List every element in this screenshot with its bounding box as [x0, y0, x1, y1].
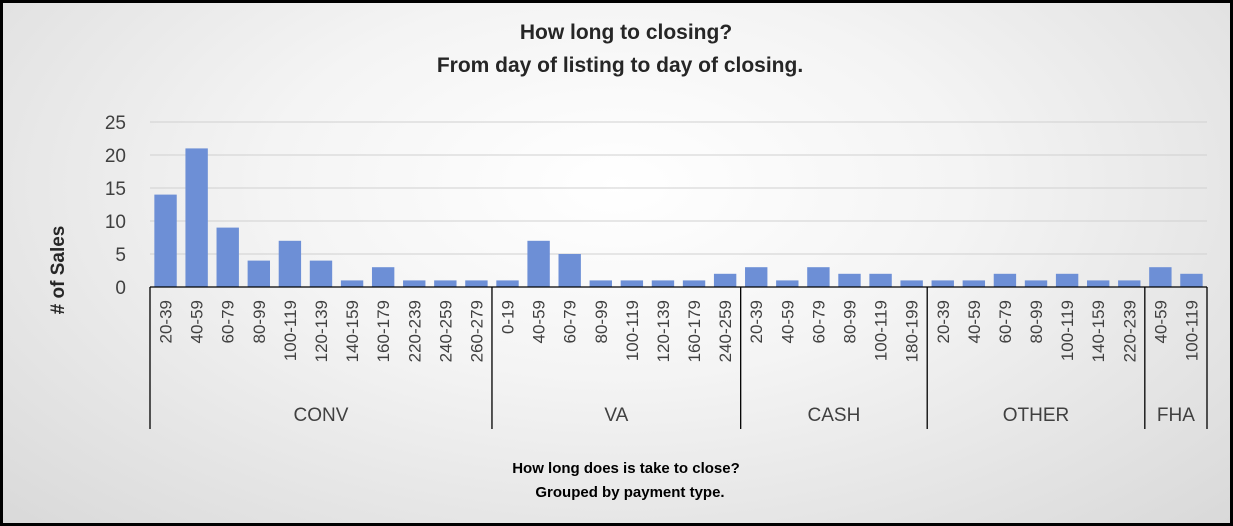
bar: [154, 194, 177, 287]
bar: [1086, 280, 1110, 287]
x-axis-title-line-2: Grouped by payment type.: [535, 484, 724, 501]
x-tick-label: 220-239: [405, 300, 424, 362]
x-tick-label: 100-119: [623, 300, 642, 361]
x-tick-label: 120-139: [312, 300, 331, 362]
bar: [713, 273, 737, 287]
bar: [651, 280, 675, 287]
bar: [278, 240, 302, 287]
x-axis: 20-39 40-59 60-79 80-99 100-119 120-139 140-15…: [149, 286, 1208, 429]
bar: [1180, 273, 1203, 287]
x-tick-label: 60-79: [996, 300, 1015, 343]
chart-title-line-1: How long to closing?: [520, 21, 732, 44]
chart-title-line-2: From day of listing to day of closing.: [437, 54, 803, 77]
bar: [185, 148, 208, 287]
bar: [434, 280, 457, 287]
bar: [1149, 267, 1172, 287]
y-tick-label: 10: [105, 212, 126, 233]
bar: [527, 240, 550, 287]
x-tick-label: 140-159: [1089, 300, 1108, 362]
x-tick-label: 20-39: [157, 300, 176, 343]
x-axis-title: How long does is take to close? Grouped …: [512, 460, 740, 501]
group-label: VA: [604, 405, 628, 426]
bar: [247, 260, 271, 287]
bar: [589, 280, 612, 287]
bar: [309, 260, 333, 287]
x-tick-label: 160-179: [374, 300, 393, 362]
bar: [371, 267, 395, 287]
x-tick-label: 140-159: [343, 300, 362, 362]
bar: [558, 254, 581, 287]
bar: [900, 280, 923, 287]
bars: [154, 148, 1203, 287]
bar: [807, 267, 830, 287]
bar: [869, 273, 892, 287]
bar: [496, 280, 519, 287]
x-tick-label: 100-119: [1058, 300, 1077, 361]
y-tick-label: 20: [105, 146, 126, 167]
x-tick-label: 40-59: [1151, 300, 1170, 343]
x-tick-label: 60-79: [561, 300, 580, 343]
gridlines: [150, 121, 1207, 255]
x-tick-label: 240-259: [716, 300, 735, 362]
x-tick-label: 60-79: [809, 300, 828, 343]
x-tick-label: 20-39: [747, 300, 766, 343]
x-tick-label: 260-279: [467, 300, 486, 362]
group-label: FHA: [1157, 405, 1195, 426]
x-tick-label: 80-99: [250, 300, 269, 343]
x-tick-label: 160-179: [685, 300, 704, 362]
x-tick-label: 80-99: [840, 300, 859, 343]
group-label: CONV: [294, 405, 349, 426]
y-axis-ticks: 0 5 10 15 20 25: [105, 113, 126, 299]
x-tick-label: 100-119: [1182, 300, 1201, 361]
y-tick-label: 0: [115, 278, 126, 299]
bar-chart: How long to closing? From day of listing…: [48, 21, 1208, 501]
x-tick-label: 80-99: [592, 300, 611, 343]
bar: [340, 280, 364, 287]
x-tick-label: 180-199: [903, 300, 922, 362]
bar: [993, 273, 1017, 287]
bar: [403, 280, 426, 287]
x-tick-label: 240-259: [436, 300, 455, 362]
x-tick-label: 120-139: [654, 300, 673, 362]
x-tick-label: 40-59: [965, 300, 984, 343]
bar: [745, 267, 768, 287]
group-label: CASH: [808, 405, 861, 426]
x-tick-label: 100-119: [281, 300, 300, 361]
y-tick-label: 15: [105, 179, 126, 200]
x-tick-label: 80-99: [1027, 300, 1046, 343]
x-tick-label: 40-59: [778, 300, 797, 343]
bar: [465, 280, 488, 287]
bar: [962, 280, 986, 287]
x-tick-label: 0-19: [499, 300, 518, 334]
bar: [620, 280, 644, 287]
bar: [776, 280, 799, 287]
x-axis-title-line-1: How long does is take to close?: [512, 460, 740, 477]
x-tick-label: 60-79: [219, 300, 238, 343]
x-tick-label: 20-39: [934, 300, 953, 343]
bar: [931, 280, 954, 287]
bar: [1024, 280, 1048, 287]
bar: [682, 280, 706, 287]
x-tick-label: 40-59: [530, 300, 549, 343]
bar: [1118, 280, 1141, 287]
x-tick-label: 220-239: [1120, 300, 1139, 362]
bar: [838, 273, 861, 287]
y-tick-label: 25: [105, 113, 126, 134]
x-tick-label: 100-119: [872, 300, 891, 361]
x-tick-label: 40-59: [188, 300, 207, 343]
group-label: OTHER: [1003, 405, 1070, 426]
y-axis-title: # of Sales: [48, 226, 69, 315]
chart-title: How long to closing? From day of listing…: [437, 21, 803, 77]
bar: [216, 227, 239, 287]
y-tick-label: 5: [115, 245, 126, 266]
bar: [1055, 273, 1079, 287]
